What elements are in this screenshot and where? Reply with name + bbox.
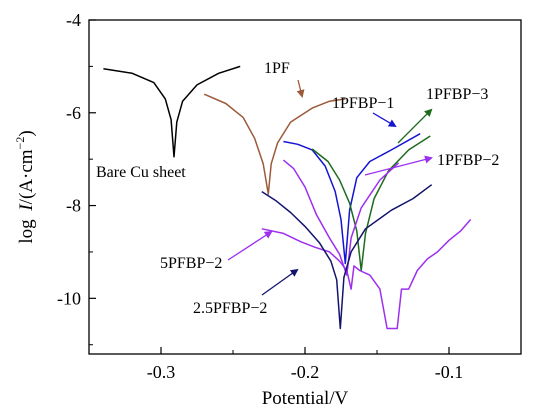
x-tick-label: -0.3 (147, 362, 176, 382)
series-lines (103, 65, 472, 330)
series-line-1pf (203, 93, 346, 195)
x-tick-label: -0.1 (435, 362, 464, 382)
series-line-2-5pfbp-2 (261, 184, 433, 330)
annotation-arrow (372, 112, 397, 128)
label-1pfbp-1: 1PFBP−1 (332, 95, 394, 112)
y-axis-label-close: ) (16, 130, 37, 136)
label-1pfbp-3: 1PFBP−3 (426, 86, 488, 103)
x-axis-label: Potential/V (262, 388, 349, 409)
annotation-arrow (364, 155, 433, 176)
series-line-bare-cu-sheet (103, 65, 241, 158)
y-tick-label: -4 (66, 10, 81, 30)
label-2-5pfbp-2: 2.5PFBP−2 (193, 300, 267, 317)
y-axis-ticks: -4 -6 -8 -10 (57, 10, 96, 346)
label-5pfbp-2: 5PFBP−2 (160, 255, 222, 272)
annotation-arrow (296, 79, 305, 98)
label-1pf: 1PF (264, 60, 290, 77)
y-tick-label: -10 (57, 288, 81, 308)
series-line-1pfbp-1 (283, 133, 421, 265)
x-tick-label: -0.2 (291, 362, 320, 382)
label-1pfbp-2: 1PFBP−2 (437, 152, 499, 169)
y-axis-label: log I/(A·cm−2) (13, 130, 37, 243)
y-axis-label-unit: /(A·cm (16, 149, 37, 204)
y-tick-label: -8 (66, 196, 81, 216)
annotation-arrows (227, 79, 433, 296)
annotation-arrow (261, 268, 299, 296)
annotation-arrow (397, 108, 433, 144)
y-axis-label-log: log (16, 219, 37, 244)
series-line-5pfbp-2 (261, 219, 472, 330)
x-axis-ticks: -0.3 -0.2 -0.1 (88, 347, 522, 382)
y-tick-label: -6 (66, 103, 81, 123)
label-bare-cu-sheet: Bare Cu sheet (96, 164, 186, 181)
annotation-arrow (227, 230, 273, 261)
series-line-1pfbp-2 (282, 159, 400, 276)
y-axis-label-symbol: I (16, 203, 37, 212)
series-line-1pfbp-3 (311, 135, 431, 272)
y-axis-label-exponent: −2 (13, 137, 27, 150)
